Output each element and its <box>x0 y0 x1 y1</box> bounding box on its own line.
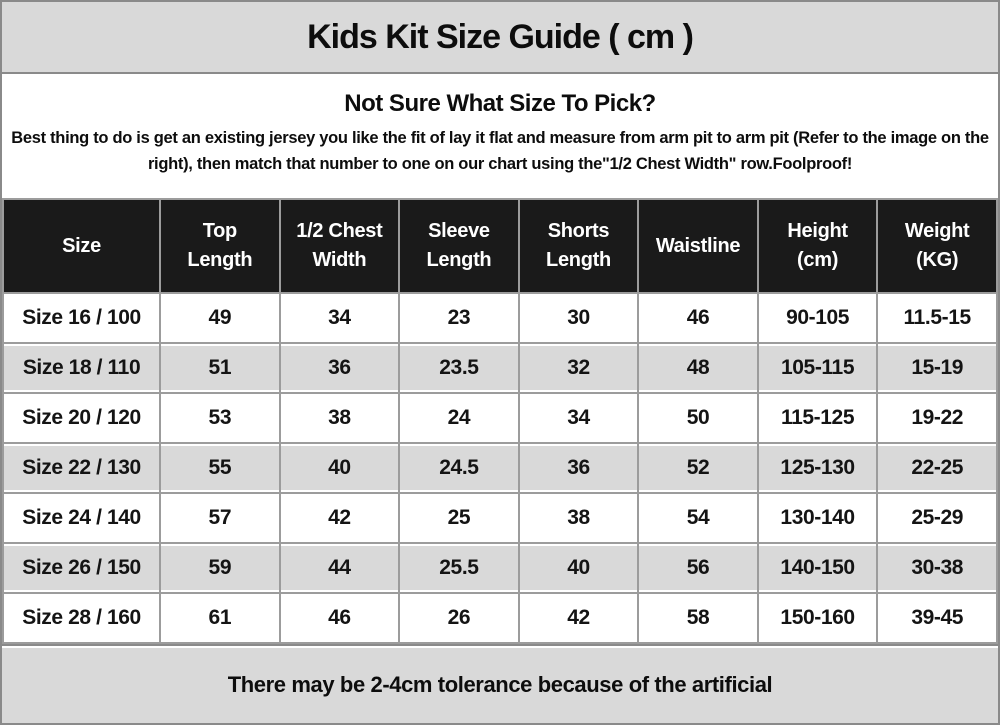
cell-sleeve-length: 26 <box>398 592 520 644</box>
cell-weight: 11.5-15 <box>876 292 998 344</box>
cell-top-length: 61 <box>159 592 281 644</box>
table-row: Size 28 / 160 61 46 26 42 58 150-160 39-… <box>1 592 998 644</box>
size-table-header: Size Top Length 1/2 Chest Width Sleeve L… <box>1 198 998 294</box>
tolerance-note-banner: There may be 2-4cm tolerance because of … <box>2 644 998 723</box>
header-row: Size Top Length 1/2 Chest Width Sleeve L… <box>1 198 998 294</box>
cell-sleeve-length: 24.5 <box>398 442 520 494</box>
cell-top-length: 53 <box>159 392 281 444</box>
cell-weight: 30-38 <box>876 542 998 594</box>
col-header-size: Size <box>1 198 162 294</box>
cell-top-length: 49 <box>159 292 281 344</box>
cell-size: Size 20 / 120 <box>1 392 162 444</box>
cell-waistline: 54 <box>637 492 759 544</box>
cell-waistline: 56 <box>637 542 759 594</box>
cell-waistline: 52 <box>637 442 759 494</box>
cell-chest-width: 46 <box>278 592 401 644</box>
cell-weight: 22-25 <box>876 442 998 494</box>
cell-size: Size 22 / 130 <box>1 442 162 494</box>
cell-top-length: 55 <box>159 442 281 494</box>
cell-top-length: 59 <box>159 542 281 594</box>
cell-waistline: 50 <box>637 392 759 444</box>
cell-chest-width: 38 <box>278 392 401 444</box>
col-header-chest-width: 1/2 Chest Width <box>278 198 401 294</box>
cell-shorts-length: 40 <box>517 542 640 594</box>
size-table: Size Top Length 1/2 Chest Width Sleeve L… <box>1 198 998 644</box>
cell-sleeve-length: 23 <box>398 292 520 344</box>
cell-height: 105-115 <box>756 342 879 394</box>
cell-chest-width: 42 <box>278 492 401 544</box>
title-banner: Kids Kit Size Guide ( cm ) <box>2 2 998 74</box>
size-table-body: Size 16 / 100 49 34 23 30 46 90-105 11.5… <box>1 292 998 644</box>
intro-heading: Not Sure What Size To Pick? <box>344 90 656 118</box>
col-header-weight: Weight (KG) <box>876 198 998 294</box>
table-row: Size 26 / 150 59 44 25.5 40 56 140-150 3… <box>1 542 998 594</box>
cell-sleeve-length: 23.5 <box>398 342 520 394</box>
cell-waistline: 58 <box>637 592 759 644</box>
cell-sleeve-length: 25.5 <box>398 542 520 594</box>
cell-size: Size 28 / 160 <box>1 592 162 644</box>
cell-shorts-length: 34 <box>517 392 640 444</box>
cell-chest-width: 34 <box>278 292 401 344</box>
col-header-shorts-length: Shorts Length <box>517 198 640 294</box>
cell-size: Size 26 / 150 <box>1 542 162 594</box>
cell-chest-width: 44 <box>278 542 401 594</box>
table-row: Size 24 / 140 57 42 25 38 54 130-140 25-… <box>1 492 998 544</box>
cell-weight: 15-19 <box>876 342 998 394</box>
cell-waistline: 48 <box>637 342 759 394</box>
cell-chest-width: 36 <box>278 342 401 394</box>
cell-size: Size 18 / 110 <box>1 342 162 394</box>
cell-weight: 39-45 <box>876 592 998 644</box>
cell-shorts-length: 42 <box>517 592 640 644</box>
cell-height: 150-160 <box>756 592 879 644</box>
table-row: Size 16 / 100 49 34 23 30 46 90-105 11.5… <box>1 292 998 344</box>
tolerance-note: There may be 2-4cm tolerance because of … <box>227 671 773 697</box>
cell-shorts-length: 30 <box>517 292 640 344</box>
cell-waistline: 46 <box>637 292 759 344</box>
cell-shorts-length: 38 <box>517 492 640 544</box>
cell-height: 125-130 <box>756 442 879 494</box>
cell-size: Size 24 / 140 <box>1 492 162 544</box>
table-row: Size 20 / 120 53 38 24 34 50 115-125 19-… <box>1 392 998 444</box>
cell-height: 140-150 <box>756 542 879 594</box>
cell-size: Size 16 / 100 <box>1 292 162 344</box>
page-title: Kids Kit Size Guide ( cm ) <box>307 17 694 56</box>
col-header-sleeve-length: Sleeve Length <box>398 198 520 294</box>
cell-height: 130-140 <box>756 492 879 544</box>
table-row: Size 18 / 110 51 36 23.5 32 48 105-115 1… <box>1 342 998 394</box>
cell-shorts-length: 32 <box>517 342 640 394</box>
intro-section: Not Sure What Size To Pick? Best thing t… <box>2 74 998 198</box>
cell-weight: 19-22 <box>876 392 998 444</box>
cell-weight: 25-29 <box>876 492 998 544</box>
table-row: Size 22 / 130 55 40 24.5 36 52 125-130 2… <box>1 442 998 494</box>
col-header-height: Height (cm) <box>756 198 879 294</box>
cell-top-length: 57 <box>159 492 281 544</box>
intro-body-text: Best thing to do is get an existing jers… <box>11 129 989 173</box>
cell-sleeve-length: 25 <box>398 492 520 544</box>
cell-sleeve-length: 24 <box>398 392 520 444</box>
col-header-waistline: Waistline <box>637 198 759 294</box>
cell-chest-width: 40 <box>278 442 401 494</box>
cell-shorts-length: 36 <box>517 442 640 494</box>
cell-height: 115-125 <box>756 392 879 444</box>
cell-height: 90-105 <box>756 292 879 344</box>
col-header-top-length: Top Length <box>159 198 281 294</box>
cell-top-length: 51 <box>159 342 281 394</box>
